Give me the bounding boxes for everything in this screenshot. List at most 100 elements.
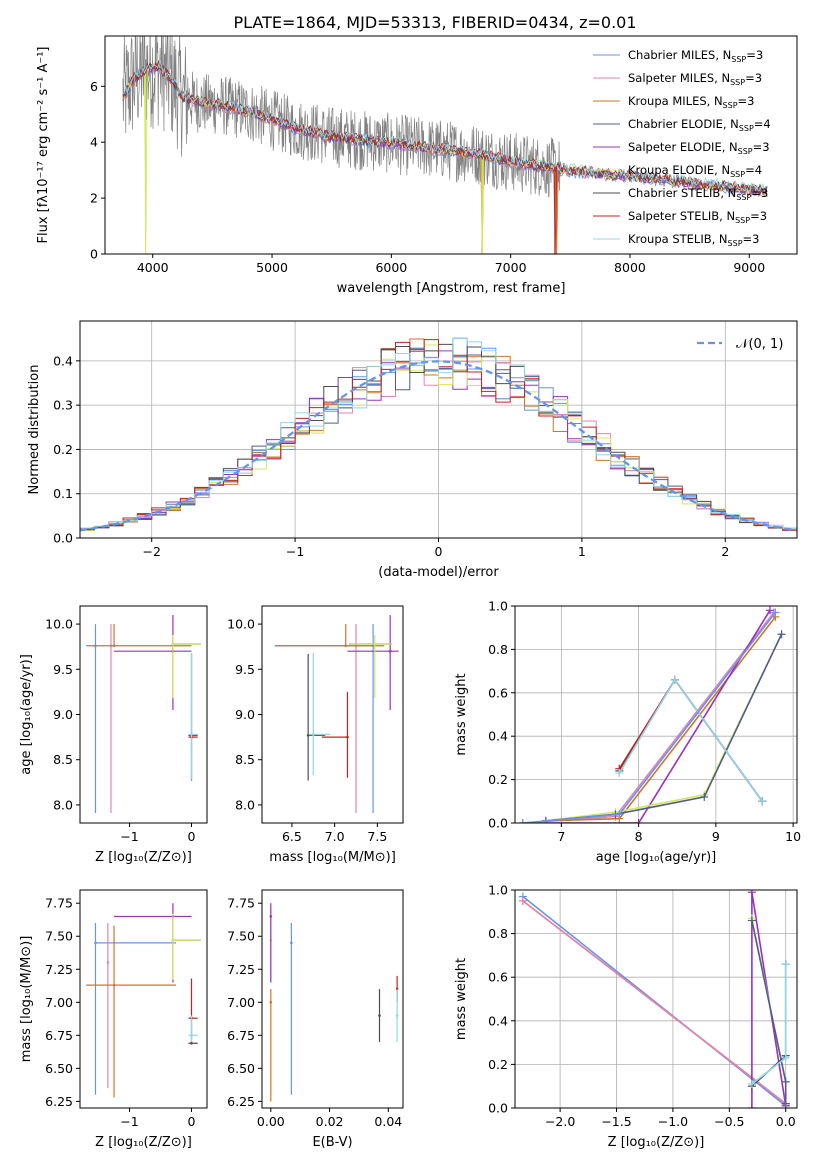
- y-tick-label: 0.4: [53, 353, 73, 368]
- y-tick-label: 0: [90, 247, 98, 262]
- legend-series-name: Kroupa STELIB, N: [628, 232, 728, 246]
- legend-subscript: SSP: [739, 124, 754, 133]
- y-tick-label: 0.0: [488, 816, 508, 831]
- legend-nssp: =4: [754, 117, 771, 131]
- data-point: [306, 733, 310, 737]
- y-tick-label: 7.00: [227, 995, 255, 1010]
- legend-subscript: SSP: [723, 101, 738, 110]
- data-point: [190, 733, 193, 736]
- model-spectrum-line: [122, 59, 768, 194]
- x-tick-label: −2: [142, 544, 160, 559]
- age-weight-panel: 7 8 9 10 0.0 0.2 0.4 0.6 0.8 1.0 age [log₁₀(age/yr…: [454, 599, 801, 866]
- y-tick-label: 7.25: [45, 962, 73, 977]
- y-tick-label: 0.8: [488, 642, 508, 657]
- axes-frame: [79, 889, 208, 1109]
- x-tick-label: 4000: [137, 260, 169, 275]
- legend-label: Salpeter MILES, NSSP=3: [628, 71, 762, 87]
- x-axis-label: Z [log₁₀(Z/Z⊙)]: [95, 1135, 192, 1150]
- x-tick-label: 0: [435, 544, 443, 559]
- ebv-mass-plot-area: [269, 903, 399, 1102]
- residuals-panel: −2 −1 0 1 2 0.0 0.1 0.2 0.3 0.4 (data-model)/error…: [27, 320, 798, 580]
- z-weight-panel: −2.0 −1.5 −1.0 −0.5 0.0 0.0 0.2 0.4 0.6 0.8 1.0 Z […: [454, 883, 798, 1150]
- z-age-plot-area: [86, 615, 201, 814]
- x-tick-label: 7000: [495, 260, 527, 275]
- y-tick-label: 6.25: [227, 1094, 255, 1109]
- axes-frame: [514, 889, 798, 1109]
- y-tick-label: 10.0: [227, 617, 255, 632]
- weight-line: [522, 612, 775, 823]
- y-tick-label: 0.6: [488, 685, 508, 700]
- data-point: [344, 644, 348, 648]
- legend-series-name: Salpeter STELIB, N: [628, 209, 735, 223]
- weight-line: [545, 633, 783, 822]
- x-tick-label: 9000: [733, 260, 765, 275]
- legend-series-name: Chabrier MILES, N: [628, 48, 731, 62]
- y-tick-label: 8.0: [235, 797, 255, 812]
- x-tick-label: 0.02: [316, 1114, 344, 1129]
- x-axis-label: wavelength [Angstrom, rest frame]: [337, 281, 566, 296]
- y-tick-label: 0.0: [53, 531, 73, 546]
- axes-frame: [79, 605, 208, 824]
- y-tick-label: 7.75: [45, 896, 73, 911]
- x-tick-label: 6.5: [282, 829, 302, 844]
- legend-nssp: =3: [750, 209, 767, 223]
- x-tick-label: 9: [712, 829, 720, 844]
- z-age-panel: −1 0 8.0 8.5 9.0 9.5 10.0 Z [log₁₀(Z/Z⊙)] age [l…: [19, 605, 208, 865]
- data-point: [269, 1001, 273, 1004]
- x-tick-label: −1: [286, 544, 304, 559]
- data-point: [346, 735, 349, 739]
- y-tick-label: 10.0: [45, 617, 73, 632]
- x-tick-label: −2.0: [545, 1114, 575, 1129]
- data-point: [378, 1014, 381, 1017]
- x-axis-label: age [log₁₀(age/yr)]: [596, 850, 717, 865]
- chart-title: PLATE=1864, MJD=53313, FIBERID=0434, z=0…: [233, 13, 636, 32]
- x-tick-label: −1.0: [658, 1114, 688, 1129]
- x-tick-label: 10: [785, 829, 801, 844]
- legend-label: Kroupa STELIB, NSSP=3: [628, 232, 759, 248]
- y-tick-label: 0.0: [488, 1101, 508, 1116]
- y-tick-label: 7.75: [227, 896, 255, 911]
- age-weight-plot-area: [518, 606, 786, 823]
- x-axis-label: E(B-V): [312, 1135, 352, 1150]
- y-tick-label: 7.00: [45, 995, 73, 1010]
- y-tick-label: 1.0: [488, 599, 508, 614]
- mass-age-panel: 6.5 7.0 7.5 8.0 8.5 9.0 9.5 10.0 mass [log₁₀(M/M…: [227, 605, 404, 865]
- x-tick-label: 8000: [614, 260, 646, 275]
- axes-frame: [104, 35, 798, 255]
- x-axis-label: Z [log₁₀(Z/Z⊙)]: [608, 1135, 705, 1150]
- legend-label: Kroupa MILES, NSSP=3: [628, 94, 754, 110]
- y-tick-label: 7.50: [227, 929, 255, 944]
- y-axis-label: age [log₁₀(age/yr)]: [19, 654, 34, 775]
- legend-label: Chabrier ELODIE, NSSP=4: [628, 117, 771, 133]
- legend-label: 𝒩(0, 1): [736, 337, 783, 352]
- y-tick-label: 0.2: [488, 772, 508, 787]
- data-point: [106, 961, 110, 964]
- y-axis-label: Normed distribution: [27, 365, 42, 495]
- legend-nssp: =3: [738, 94, 755, 108]
- data-point: [171, 938, 175, 942]
- legend-subscript: SSP: [728, 239, 743, 248]
- data-point: [190, 1034, 193, 1037]
- legend-series-name: Salpeter MILES, N: [628, 71, 730, 85]
- legend-nssp: =4: [745, 163, 762, 177]
- y-tick-label: 4: [90, 135, 98, 150]
- legend-subscript: SSP: [730, 78, 745, 87]
- legend-nssp: =3: [751, 186, 768, 200]
- legend-nssp: =3: [743, 232, 760, 246]
- y-axis-label: mass weight: [454, 958, 469, 1040]
- x-tick-label: 8: [635, 829, 643, 844]
- x-tick-label: 2: [721, 544, 729, 559]
- data-point: [171, 642, 175, 646]
- weight-line: [545, 633, 783, 822]
- x-tick-label: −1.5: [601, 1114, 631, 1129]
- legend-series-name: Salpeter ELODIE, N: [628, 140, 738, 154]
- y-tick-label: 6.50: [227, 1061, 255, 1076]
- weight-line: [751, 964, 787, 1087]
- data-point: [290, 941, 293, 945]
- z-mass-panel: −1 0 6.25 6.50 6.75 7.00 7.25 7.50 7.75 Z [log₁₀(…: [19, 889, 208, 1150]
- mass-age-plot-area: [274, 615, 399, 814]
- y-tick-label: 7.25: [227, 962, 255, 977]
- legend-label: Salpeter ELODIE, NSSP=3: [628, 140, 770, 156]
- ebv-mass-panel: 0.00 0.02 0.04 6.25 6.50 6.75 7.00 7.25 7.50 7.75…: [227, 889, 404, 1150]
- z-weight-plot-area: [518, 890, 790, 1108]
